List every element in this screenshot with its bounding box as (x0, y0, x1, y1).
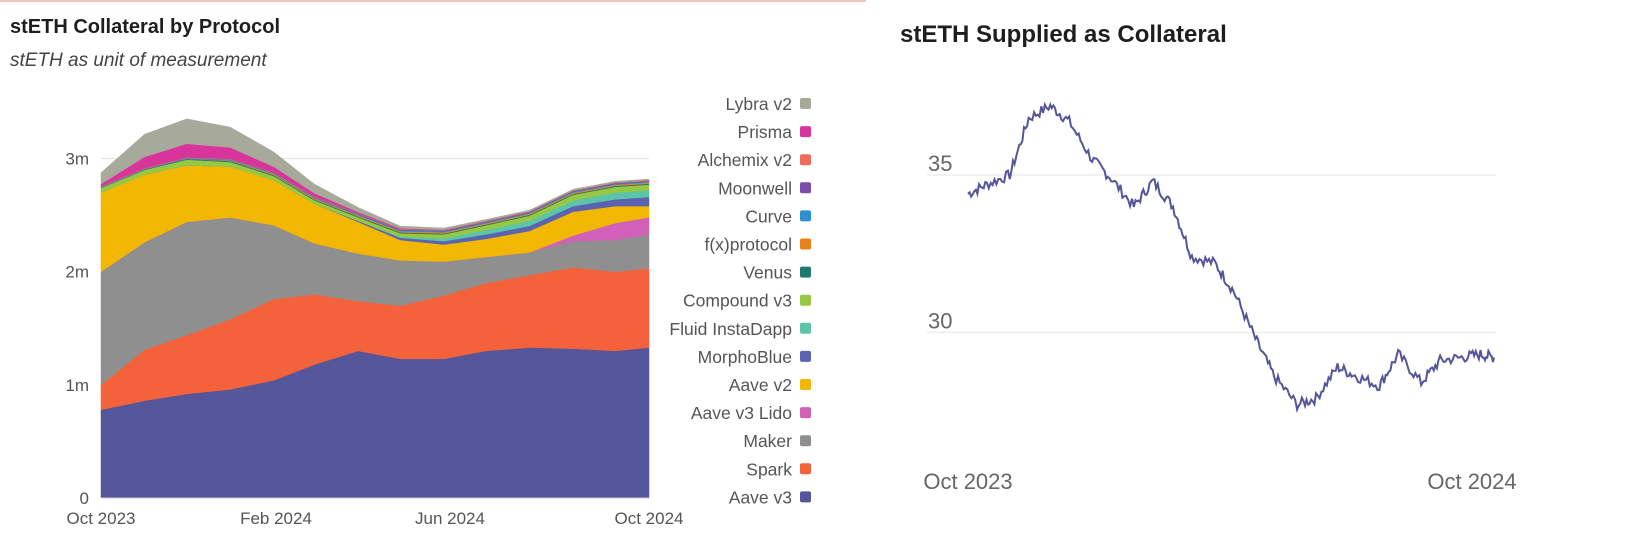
legend-swatch (800, 407, 811, 419)
legend-swatch (800, 379, 811, 390)
area-lybra-v2 (100, 118, 650, 230)
y-tick-label: 1m (65, 376, 89, 395)
top-divider (0, 0, 866, 2)
x-tick-label: Oct 2024 (615, 509, 684, 528)
legend-label: Compound v3 (683, 291, 792, 311)
legend-label: Prisma (738, 122, 793, 142)
x-tick-label: Oct 2023 (923, 469, 1012, 494)
y-tick-label: 3m (65, 150, 89, 169)
legend-label: Aave v3 (729, 487, 792, 507)
y-tick-label: 2m (65, 263, 89, 282)
x-tick-label: Jun 2024 (415, 509, 485, 528)
legend-label: Curve (745, 206, 792, 226)
y-tick-label: 0 (80, 489, 89, 508)
legend-label: Alchemix v2 (698, 150, 792, 170)
x-tick-label: Feb 2024 (240, 509, 312, 528)
legend-swatch (800, 238, 811, 250)
right-chart-panel: stETH Supplied as Collateral 30 35 Oct 202… (870, 0, 1634, 555)
legend-label: MorphoBlue (698, 347, 792, 367)
legend-label: Aave v3 Lido (691, 403, 792, 423)
legend-label: Moonwell (718, 178, 792, 198)
legend-label: Venus (743, 263, 792, 283)
series-line (967, 101, 1495, 414)
legend-swatch (800, 294, 811, 306)
y-tick-label: 30 (928, 308, 952, 333)
legend-label: Fluid InstaDapp (669, 319, 792, 339)
line-chart: 30 35 Oct 2023 Oct 2024 (923, 101, 1517, 494)
legend-swatch (800, 154, 811, 166)
legend-swatch (800, 463, 811, 475)
legend-label: f(x)protocol (704, 235, 792, 255)
legend-swatch (800, 491, 811, 503)
left-chart-panel: stETH Collateral by Protocol stETH as un… (0, 0, 866, 528)
legend-swatch (800, 126, 811, 138)
legend-swatch (800, 350, 811, 362)
legend-swatch (800, 98, 811, 109)
legend-swatch (800, 322, 811, 334)
right-chart-title: stETH Supplied as Collateral (900, 21, 1227, 48)
legend-label: Spark (746, 459, 792, 479)
stacked-area-chart: 0 1m 2m 3m Oct 2023 Feb 2024 Jun 2024 Oct 2024 L… (65, 94, 811, 528)
legend-swatch (800, 435, 811, 447)
x-tick-label: Oct 2024 (1427, 469, 1516, 494)
legend-swatch (800, 182, 811, 194)
legend-label: Aave v2 (729, 375, 792, 395)
x-tick-label: Oct 2023 (67, 509, 136, 528)
y-tick-label: 35 (928, 151, 952, 176)
legend-swatch (800, 210, 811, 222)
left-chart-subtitle: stETH as unit of measurement (10, 50, 267, 71)
legend-swatch (800, 266, 811, 278)
legend-label: Lybra v2 (726, 94, 792, 114)
left-chart-title: stETH Collateral by Protocol (10, 16, 281, 38)
legend-label: Maker (743, 431, 792, 451)
